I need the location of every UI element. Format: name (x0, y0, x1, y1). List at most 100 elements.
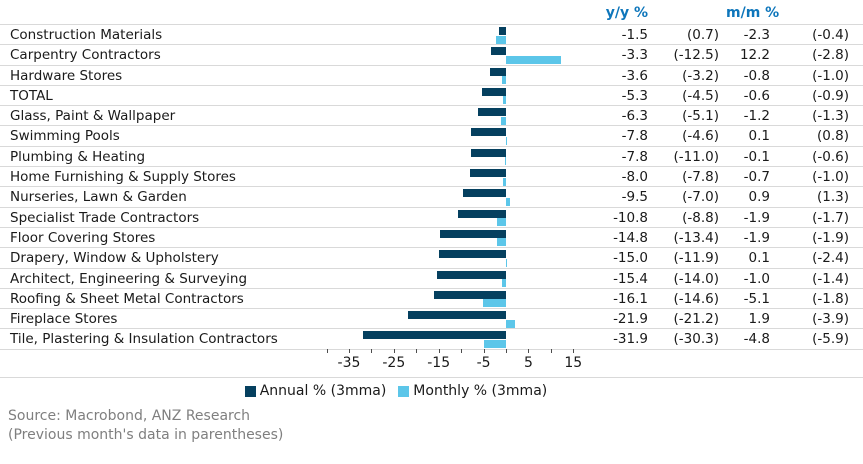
mom-value: -1.9 (743, 209, 770, 226)
mom-previous: (-5.9) (812, 331, 849, 348)
yoy-previous: (-5.1) (682, 108, 719, 125)
annual-bar (477, 108, 506, 117)
mom-previous: (-1.8) (812, 290, 849, 307)
category-label: Fireplace Stores (10, 311, 118, 328)
source-line: Source: Macrobond, ANZ Research (8, 408, 251, 424)
monthly-bar (502, 76, 506, 85)
mom-previous: (-1.0) (812, 169, 849, 186)
monthly-bar (484, 339, 506, 348)
mom-value: -0.7 (743, 169, 770, 186)
yoy-value: -31.9 (613, 331, 648, 348)
category-label: Floor Covering Stores (10, 229, 156, 246)
yoy-value: -15.0 (613, 250, 648, 267)
axis-tick (393, 349, 395, 353)
axis-tick (348, 349, 350, 353)
yoy-value: -5.3 (621, 87, 648, 104)
category-label: Swimming Pools (10, 128, 120, 145)
axis-tick-label: -15 (427, 355, 451, 371)
axis-tick-label: 5 (523, 355, 533, 371)
yoy-value: -16.1 (613, 290, 648, 307)
mom-previous: (0.8) (816, 128, 849, 145)
chart-row: Drapery, Window & Upholstery -15.0 (-11.9)… (0, 248, 863, 269)
axis-tick (506, 349, 507, 353)
category-label: Glass, Paint & Wallpaper (10, 108, 176, 125)
mom-previous: (-1.7) (812, 209, 849, 226)
category-label: Roofing & Sheet Metal Contractors (10, 290, 244, 307)
annual-bar (470, 169, 506, 178)
category-label: Tile, Plastering & Insulation Contractor… (10, 331, 278, 348)
mom-value: -1.9 (743, 229, 770, 246)
chart-row: Swimming Pools -7.8 (-4.6) 0.1 (0.8) (0, 126, 863, 147)
mom-value: 0.1 (748, 250, 770, 267)
category-label: Construction Materials (10, 27, 163, 43)
yoy-previous: (-14.0) (673, 270, 719, 287)
annual-bar (407, 311, 506, 320)
axis-tick (438, 349, 440, 353)
parentheses-note: (Previous month's data in parentheses) (8, 427, 284, 443)
mom-value: -1.2 (743, 108, 770, 125)
legend-item-annual: Annual % (3mma) (244, 383, 387, 399)
monthly-bar (497, 238, 506, 247)
axis-tick (416, 349, 418, 353)
yoy-previous: (-11.0) (673, 148, 719, 165)
yoy-value: -3.3 (621, 47, 648, 64)
chart-rows: Construction Materials -1.5 (0.7) -2.3 (-0.4… (0, 24, 863, 350)
yoy-value: -8.0 (621, 169, 648, 186)
mom-previous: (-0.9) (812, 87, 849, 104)
axis-tick (573, 349, 575, 353)
yoy-previous: (-7.8) (682, 169, 719, 186)
mom-previous: (-1.0) (812, 67, 849, 84)
monthly-bar (503, 96, 506, 105)
axis-tick (483, 349, 485, 353)
annual-bar (463, 189, 506, 198)
chart-row: Nurseries, Lawn & Garden -9.5 (-7.0) 0.9 (1.… (0, 187, 863, 208)
axis-tick-label: -5 (476, 355, 491, 371)
chart-row: Plumbing & Heating -7.8 (-11.0) -0.1 (-0.6) (0, 147, 863, 168)
legend-monthly-label: Monthly % (3mma) (413, 383, 548, 399)
annual-bar (482, 87, 506, 96)
chart-row: Floor Covering Stores -14.8 (-13.4) -1.9 (-1… (0, 228, 863, 249)
yoy-value: -7.8 (621, 148, 648, 165)
yoy-value: -21.9 (613, 311, 648, 328)
monthly-bar (502, 177, 506, 186)
column-header-mom: m/m % (726, 5, 780, 21)
yoy-value: -7.8 (621, 128, 648, 145)
monthly-bar (501, 279, 506, 288)
yoy-previous: (-21.2) (673, 311, 719, 328)
mom-value: -4.8 (743, 331, 770, 348)
axis-tick (326, 349, 328, 353)
monthly-bar (506, 197, 511, 206)
mom-previous: (-0.6) (812, 148, 849, 165)
category-label: Architect, Engineering & Surveying (10, 270, 248, 287)
yoy-value: -1.5 (621, 27, 648, 43)
column-header-yoy: y/y % (605, 5, 648, 21)
axis-tick-label: 15 (564, 355, 583, 371)
category-label: Hardware Stores (10, 67, 123, 84)
mom-value: -0.1 (743, 148, 770, 165)
chart-row: Roofing & Sheet Metal Contractors -16.1 (-… (0, 289, 863, 310)
axis-tick-label: -25 (382, 355, 406, 371)
chart-row: Fireplace Stores -21.9 (-21.2) 1.9 (-3.9) (0, 309, 863, 330)
legend-annual-label: Annual % (3mma) (259, 383, 387, 399)
monthly-bar (506, 319, 515, 328)
monthly-bar (483, 299, 506, 308)
annual-bar (436, 270, 506, 279)
category-label: Specialist Trade Contractors (10, 209, 200, 226)
monthly-bar (497, 218, 506, 227)
yoy-value: -10.8 (613, 209, 648, 226)
mom-value: -0.8 (743, 67, 770, 84)
mom-previous: (-0.4) (812, 27, 849, 43)
chart-row: Carpentry Contractors -3.3 (-12.5) 12.2 (-2.… (0, 45, 863, 66)
yoy-previous: (-4.5) (682, 87, 719, 104)
mom-previous: (1.3) (816, 189, 849, 206)
annual-bar (433, 290, 506, 299)
mom-value: -2.3 (743, 27, 770, 43)
chart-row: TOTAL -5.3 (-4.5) -0.6 (-0.9) (0, 86, 863, 107)
monthly-bar (500, 116, 506, 125)
monthly-bar (506, 55, 561, 64)
annual-bar (489, 67, 506, 76)
yoy-previous: (-13.4) (673, 229, 719, 246)
legend-item-monthly: Monthly % (3mma) (398, 383, 547, 399)
chart-row: Hardware Stores -3.6 (-3.2) -0.8 (-1.0) (0, 66, 863, 86)
monthly-swatch-icon (398, 385, 410, 397)
